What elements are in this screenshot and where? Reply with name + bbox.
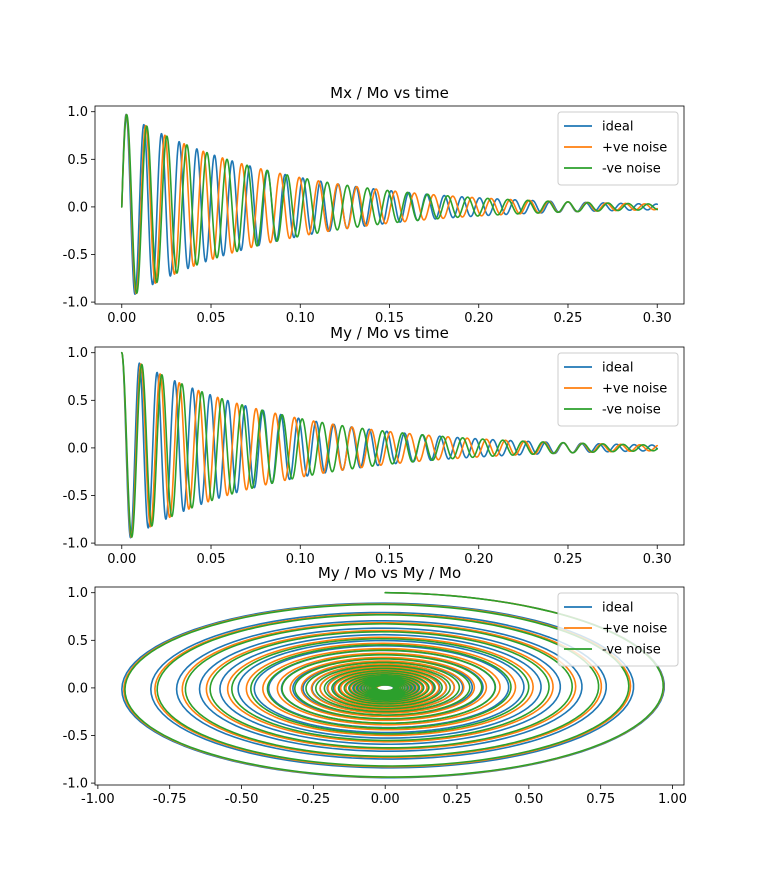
axis-ticks: -1.00 -0.75 -0.50 -0.25 0.00 0.25 0.50 0.75 1.00… [63,586,687,807]
x-tick-label: -0.25 [297,792,331,807]
x-tick-label: 0.05 [197,552,226,567]
legend-label: ideal [602,120,633,135]
x-tick-label: -1.00 [81,792,115,807]
legend-label: -ve noise [602,643,661,658]
legend-label: +ve noise [602,382,667,397]
y-tick-label: 1.0 [67,105,88,120]
plot-area [120,113,659,295]
legend-label: -ve noise [602,403,661,418]
y-tick-label: 0.0 [67,681,88,696]
x-tick-label: 0.10 [286,552,315,567]
series-line-ve-noise [124,591,664,778]
subplot-title: My / Mo vs time [330,324,449,342]
y-tick-label: -0.5 [63,489,88,504]
legend-box [557,111,679,186]
x-tick-label: 0.75 [586,792,615,807]
x-tick-label: 0.25 [554,311,583,326]
legend: ideal +ve noise -ve noise [557,111,679,186]
x-tick-label: -0.50 [225,792,259,807]
y-tick-label: 1.0 [67,586,88,601]
legend-label: -ve noise [602,162,661,177]
y-tick-label: -0.5 [63,729,88,744]
y-tick-label: -1.0 [63,777,88,792]
x-tick-label: 0.25 [554,552,583,567]
x-tick-label: 0.00 [107,552,136,567]
plot-area [120,351,659,539]
y-tick-label: 1.0 [67,346,88,361]
y-tick-label: -0.5 [63,248,88,263]
y-tick-label: -1.0 [63,537,88,552]
y-tick-label: 0.0 [67,441,88,456]
legend-box [557,352,679,427]
x-tick-label: 0.20 [464,311,493,326]
x-tick-label: 0.30 [643,552,672,567]
x-tick-label: 0.15 [375,311,404,326]
x-tick-label: 0.00 [107,311,136,326]
x-tick-label: -0.75 [153,792,187,807]
series-line-ve-noise [120,114,659,294]
legend: ideal +ve noise -ve noise [557,352,679,427]
subplot-title: Mx / Mo vs time [330,84,449,102]
legend-box [557,592,679,667]
legend-label: +ve noise [602,141,667,156]
legend-label: ideal [602,361,633,376]
axis-ticks: 0.00 0.05 0.10 0.15 0.20 0.25 0.30 -1.0 -0.5 0.0 0… [63,105,672,326]
axis-ticks: 0.00 0.05 0.10 0.15 0.20 0.25 0.30 -1.0 -0.5 0.0 0… [63,346,672,567]
x-tick-label: 0.50 [514,792,543,807]
y-tick-label: 0.5 [67,394,88,409]
x-tick-label: 0.30 [643,311,672,326]
legend: ideal +ve noise -ve noise [557,592,679,667]
subplot-title: My / Mo vs My / Mo [318,564,461,582]
y-tick-label: 0.0 [67,200,88,215]
subplot-my-vs-time: My / Mo vs time ideal+ve noise-ve noise … [63,324,685,567]
subplot-my-vs-my: My / Mo vs My / Mo ideal +ve noise -ve noi… [63,564,687,807]
axes-frame [94,586,685,786]
x-tick-label: 1.00 [658,792,687,807]
x-tick-label: 0.00 [371,792,400,807]
subplot-mx-vs-time: Mx / Mo vs time ideal+ve noise-ve noise … [63,84,685,326]
x-tick-label: 0.05 [197,311,226,326]
x-tick-label: 0.20 [464,552,493,567]
x-tick-label: 0.15 [375,552,404,567]
legend-label: ideal [602,601,633,616]
series-line-ve-noise [120,351,659,538]
plot-area [121,591,665,779]
x-tick-label: 0.10 [286,311,315,326]
legend-label: +ve noise [602,622,667,637]
y-tick-label: 0.5 [67,634,88,649]
x-tick-label: 0.25 [443,792,472,807]
y-tick-label: 0.5 [67,153,88,168]
y-tick-label: -1.0 [63,296,88,311]
